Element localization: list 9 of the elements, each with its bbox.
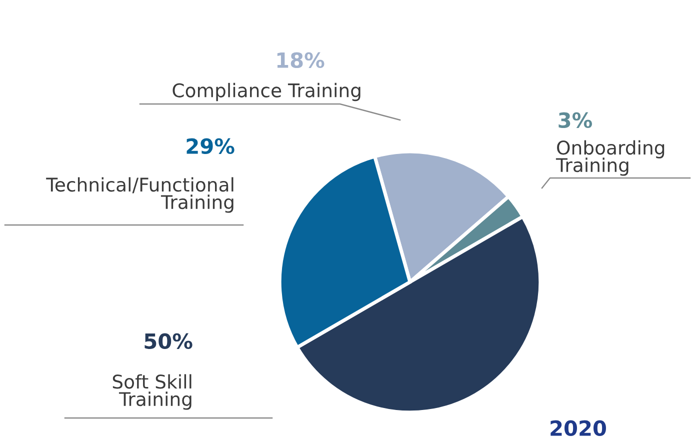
text: 2020 — [550, 420, 606, 436]
data-label: 50% — [144, 333, 192, 350]
slice-label: Onboarding Training — [556, 140, 664, 176]
data-label: 18% — [277, 52, 324, 68]
slice-label: Compliance Training — [172, 82, 360, 102]
slice-label: Soft Skill Training — [112, 374, 192, 410]
data-label: 3% — [558, 112, 592, 128]
slice-label: Technical/Functional Training — [46, 177, 234, 213]
data-label: 29% — [186, 138, 234, 154]
